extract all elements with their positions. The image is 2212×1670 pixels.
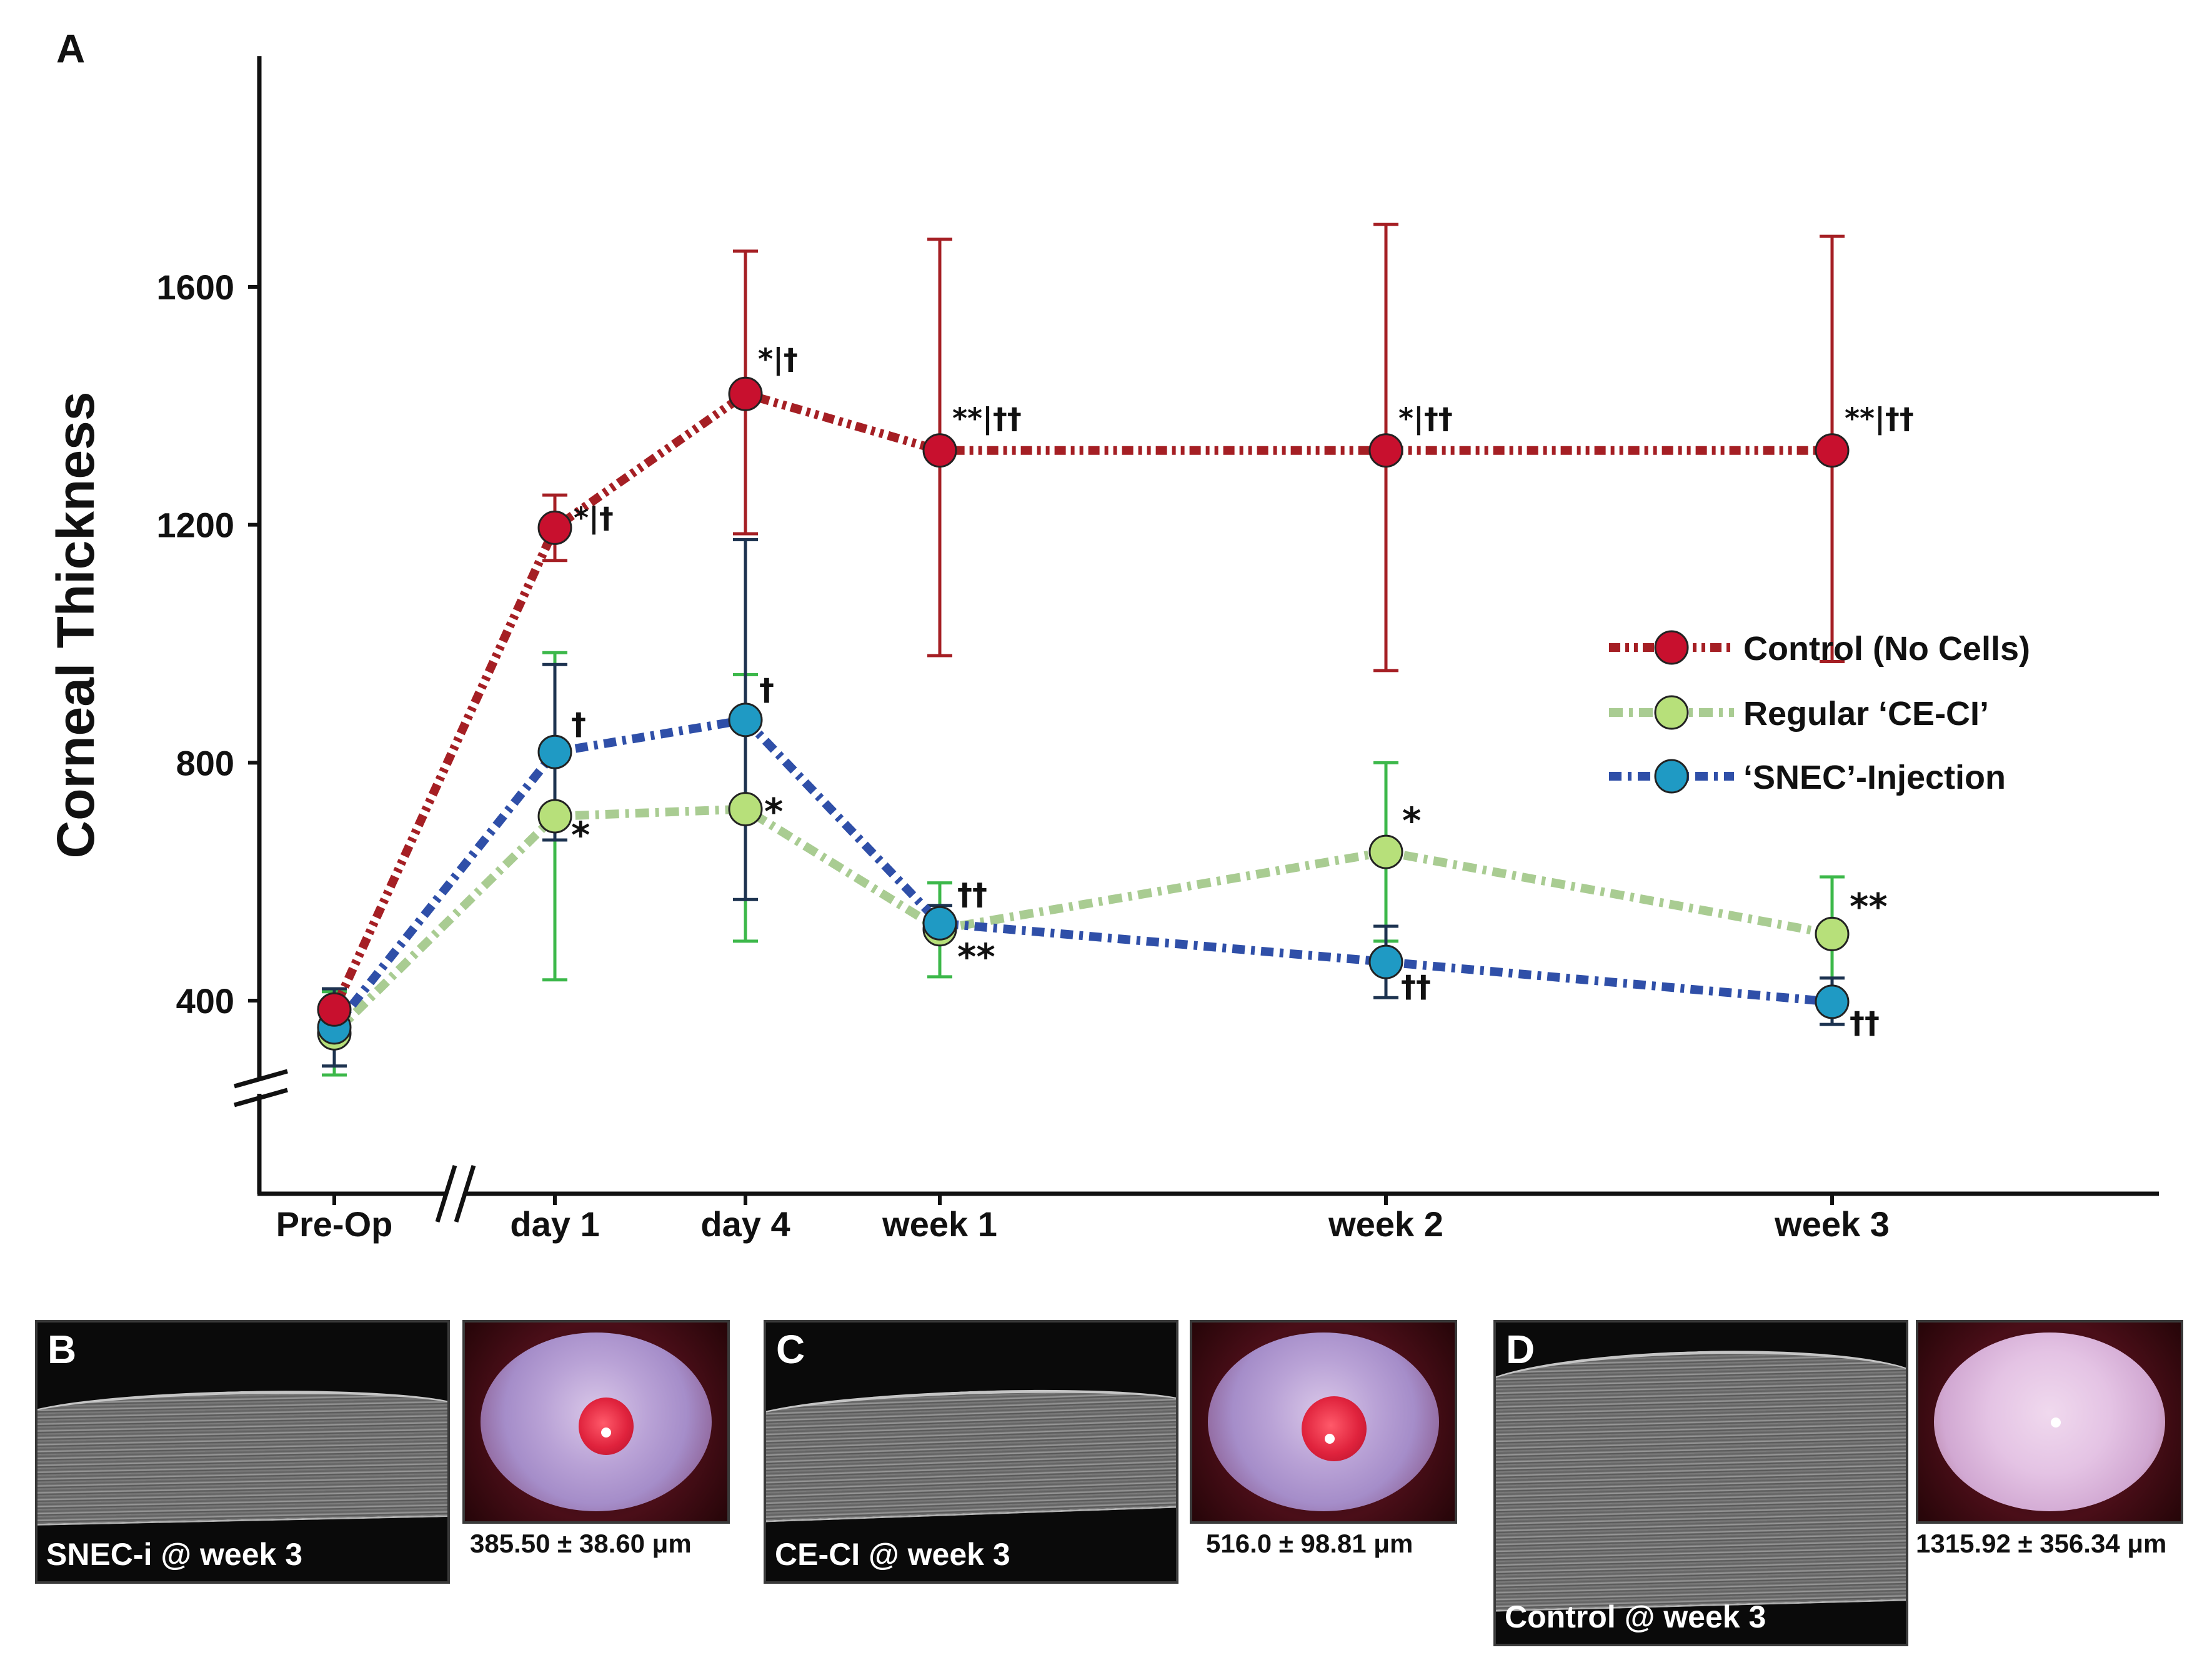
series-line	[331, 715, 1833, 1031]
legend-item-1: Regular ‘CE-CI’	[1609, 695, 1989, 732]
significance-annotation: ††	[1401, 969, 1431, 1004]
legend-item-0: Control (No Cells)	[1609, 630, 2030, 668]
y-axis-break	[234, 1069, 288, 1108]
significance-annotation: *	[764, 791, 783, 833]
series-line-1	[331, 804, 1833, 1037]
significance-annotation: **|††	[1845, 402, 1914, 436]
data-point	[728, 376, 763, 411]
significance-annotation: *|††	[1398, 402, 1453, 436]
panel-letter-c: C	[776, 1327, 805, 1372]
data-point	[922, 906, 957, 941]
significance-annotation: ††	[1850, 1006, 1880, 1041]
legend-label: Regular ‘CE-CI’	[1743, 695, 1989, 732]
chart-axes: 400 800 1200 1600 Pre-Op day 1 day 4 week 1 week…	[46, 56, 2159, 1244]
series-line	[331, 804, 1833, 1037]
x-axis-break	[435, 1164, 476, 1223]
x-tick-label: day 4	[700, 1204, 790, 1244]
oct-caption-c: CE-CI @ week 3	[775, 1537, 1010, 1572]
series-markers-0: *|† *|† **|†† *|†† **|††	[317, 342, 1914, 1027]
panel-letter-b: B	[47, 1327, 77, 1372]
data-point	[1815, 984, 1850, 1019]
thickness-measurement-d: 1315.92 ± 356.34 μm	[1916, 1529, 2167, 1558]
significance-annotation: **	[957, 936, 995, 978]
series-line	[330, 389, 1832, 1012]
chart-series: *******††††††††*|†*|†**|†† *|†† **|††	[317, 222, 1914, 1077]
chart-legend: Control (No Cells) Regular ‘CE-CI’ ‘SNEC’-…	[1609, 630, 2030, 796]
y-tick-label: 400	[176, 981, 234, 1021]
data-point	[537, 799, 572, 834]
data-point	[1368, 433, 1403, 468]
x-axis-break-slash	[454, 1164, 476, 1223]
data-point	[1368, 944, 1403, 979]
data-point	[1815, 916, 1850, 951]
legend-label: Control (No Cells)	[1743, 630, 2030, 668]
data-point	[728, 702, 763, 738]
data-point	[922, 433, 957, 468]
series-line-2	[331, 715, 1833, 1031]
significance-annotation: *	[1402, 799, 1421, 842]
x-axis-break-slash	[435, 1164, 457, 1223]
significance-annotation: ††	[957, 877, 987, 912]
y-axis-title: Corneal Thickness	[46, 392, 105, 859]
panel-letter-a: A	[56, 26, 85, 71]
x-tick-label: day 1	[510, 1204, 599, 1244]
y-tick-label: 1600	[156, 268, 234, 307]
x-tick-label: week 1	[882, 1204, 997, 1244]
data-point	[1368, 834, 1403, 869]
x-tick-label: Pre-Op	[276, 1204, 393, 1244]
eye-photo-panel-c	[1190, 1320, 1457, 1524]
oct-caption-b: SNEC-i @ week 3	[46, 1537, 303, 1572]
significance-annotation: **	[1850, 885, 1888, 928]
thickness-measurement-b: 385.50 ± 38.60 μm	[470, 1529, 692, 1558]
significance-annotation: **|††	[952, 402, 1022, 436]
data-point	[537, 510, 572, 545]
thickness-measurement-c: 516.0 ± 98.81 μm	[1206, 1529, 1413, 1558]
oct-image-panel-b: B SNEC-i @ week 3	[35, 1320, 450, 1584]
oct-image-panel-d: D Control @ week 3	[1493, 1320, 1908, 1646]
legend-marker	[1654, 695, 1689, 730]
legend-label: ‘SNEC’-Injection	[1743, 759, 2006, 796]
x-tick-label: week 2	[1328, 1204, 1443, 1244]
y-axis-break-slash	[234, 1088, 288, 1108]
data-point	[537, 734, 572, 769]
significance-annotation: †	[759, 672, 774, 708]
legend-marker	[1654, 759, 1689, 794]
y-tick-label: 1200	[156, 506, 234, 545]
corneal-thickness-chart: A 400 800 1200 1600 Pre-Op day 1 day 4 week 1 we…	[46, 26, 2159, 1244]
significance-annotation: *|†	[758, 342, 798, 376]
data-point	[317, 992, 352, 1027]
panel-letter-d: D	[1506, 1327, 1535, 1372]
legend-marker	[1654, 630, 1689, 665]
data-point	[728, 792, 763, 827]
eye-photo-panel-b	[462, 1320, 730, 1524]
oct-image-panel-c: C CE-CI @ week 3	[764, 1320, 1178, 1584]
y-tick-label: 800	[176, 743, 234, 782]
eye-photo-panel-d	[1916, 1320, 2183, 1524]
series-line-0	[330, 389, 1832, 1012]
y-axis-break-slash	[234, 1069, 288, 1089]
data-point	[1815, 433, 1850, 468]
x-tick-label: week 3	[1774, 1204, 1890, 1244]
oct-caption-d: Control @ week 3	[1505, 1599, 1766, 1634]
legend-item-2: ‘SNEC’-Injection	[1609, 759, 2006, 796]
significance-annotation: †	[571, 707, 586, 742]
significance-annotation: *|†	[574, 501, 614, 535]
significance-annotation: *	[571, 814, 590, 856]
